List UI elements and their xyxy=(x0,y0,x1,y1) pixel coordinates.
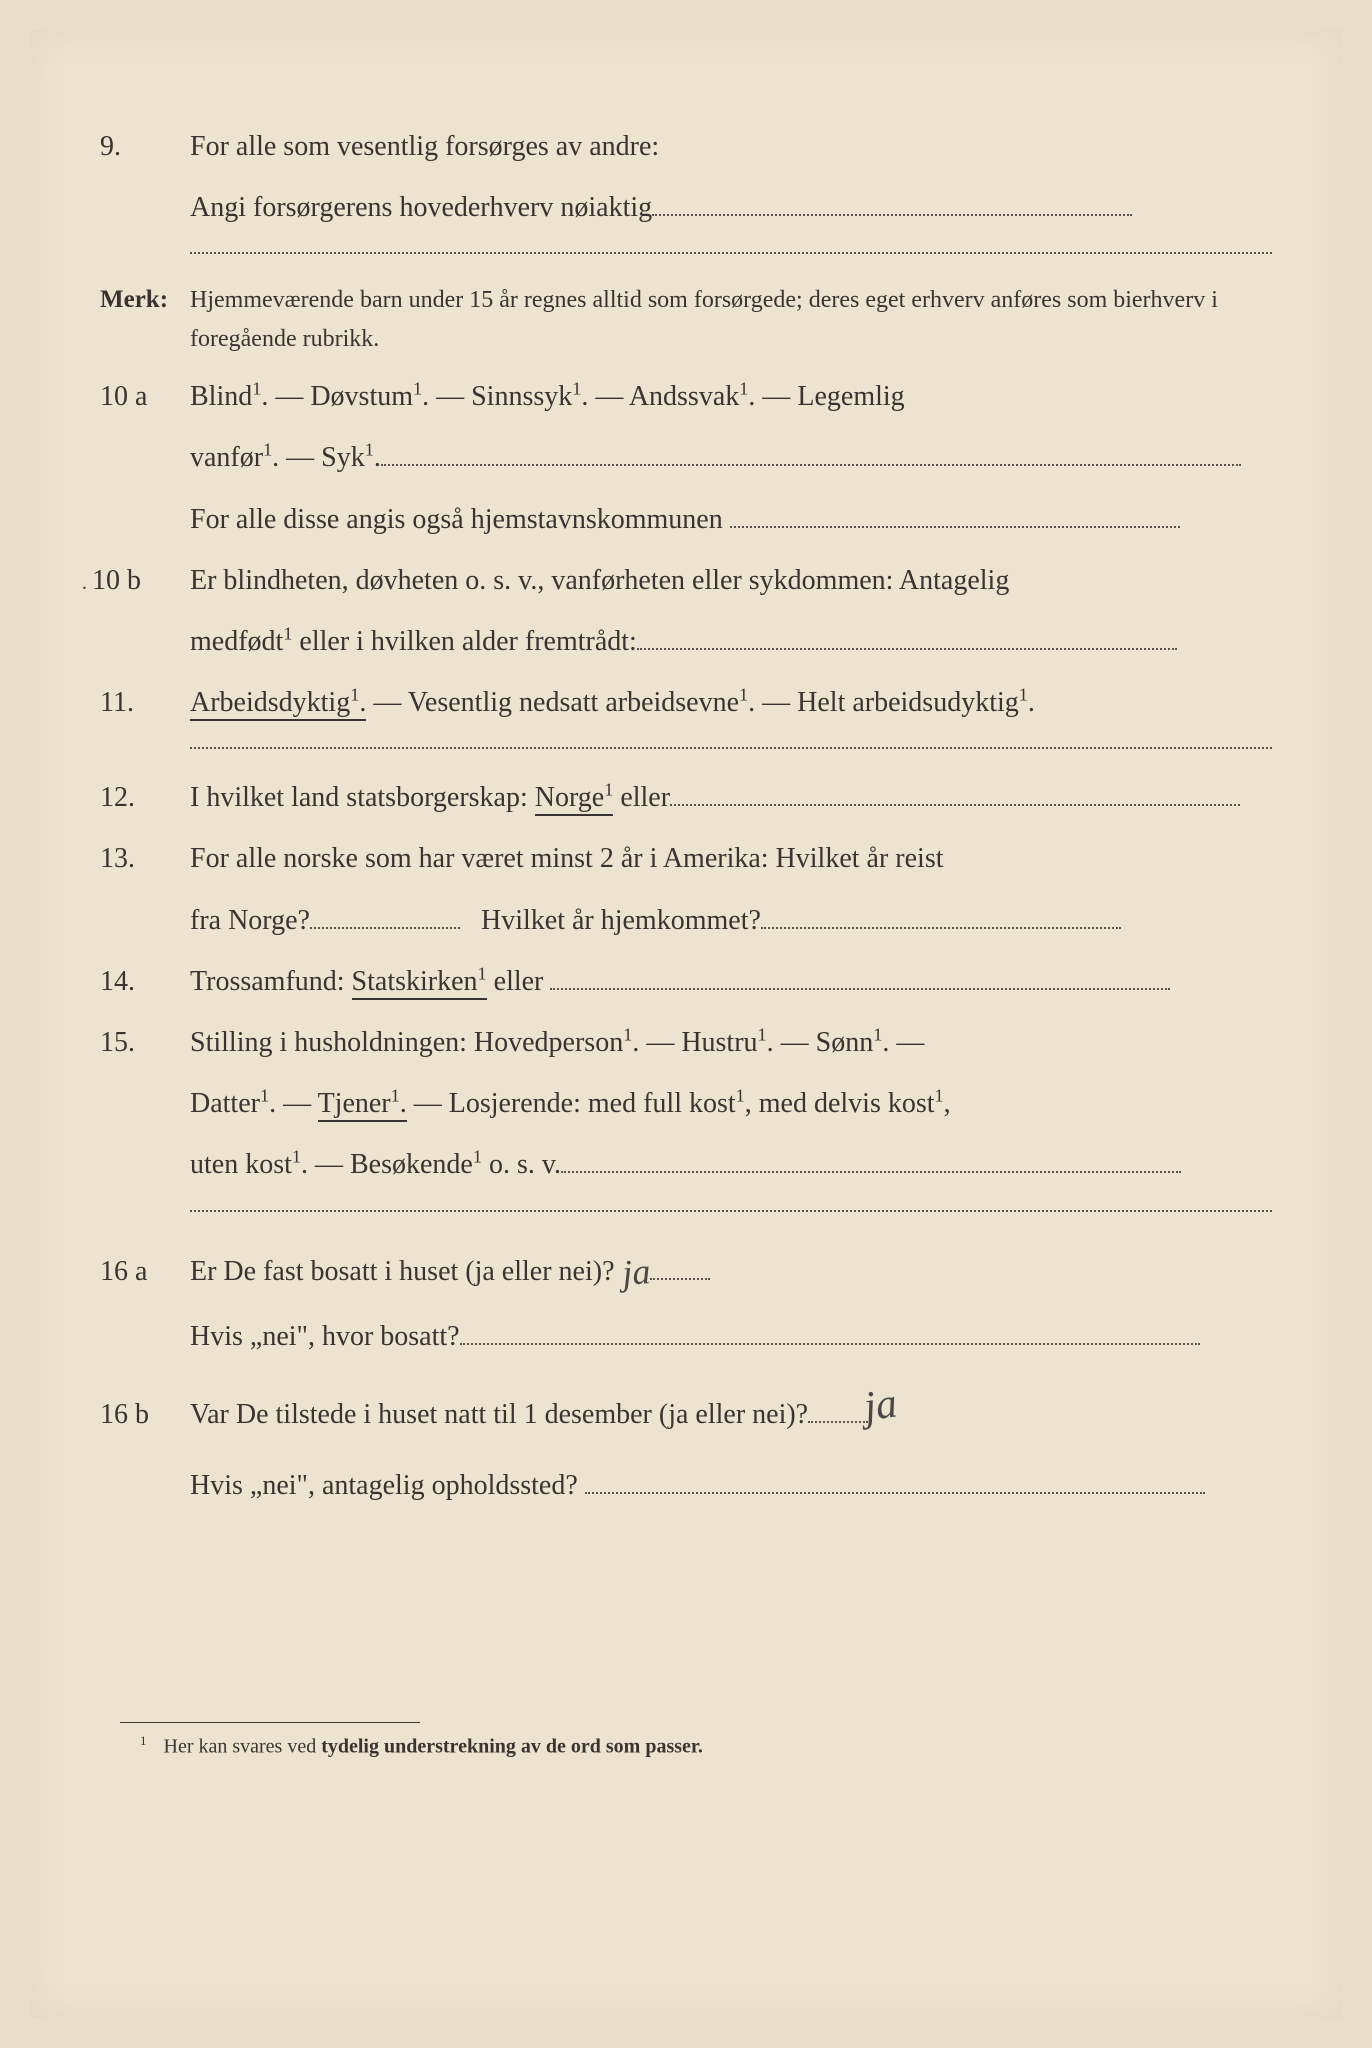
fill-line xyxy=(460,1320,1200,1345)
fill-line xyxy=(585,1469,1205,1494)
question-text: eller xyxy=(613,782,670,813)
question-13: 13. For alle norske som har været minst … xyxy=(100,832,1272,885)
question-16b-line2: Hvis „nei", antagelig opholdssted? xyxy=(100,1459,1272,1512)
underlined-text: Tjener1. xyxy=(318,1088,407,1122)
question-number: 12. xyxy=(100,771,190,824)
question-number: 13. xyxy=(100,832,190,885)
rule-line xyxy=(190,252,1272,254)
question-text: Hvis „nei", antagelig opholdssted? xyxy=(190,1470,578,1501)
document-page: 9. For alle som vesentlig forsørges av a… xyxy=(30,30,1342,2018)
question-number: 9. xyxy=(100,120,190,173)
question-text: Trossamfund: xyxy=(190,966,352,997)
fill-line xyxy=(637,625,1177,650)
merk-label: Merk: xyxy=(100,276,190,324)
question-12: 12. I hvilket land statsborgerskap: Norg… xyxy=(100,771,1272,824)
question-text: Var De tilstede i huset natt til 1 desem… xyxy=(190,1399,808,1430)
question-number: . 10 b xyxy=(82,554,190,607)
footnote: 1 Her kan svares ved tydelig understrekn… xyxy=(140,1733,1272,1759)
question-15-line3: uten kost1. — Besøkende1 o. s. v. xyxy=(100,1138,1272,1191)
question-16b: 16 b Var De tilstede i huset natt til 1 … xyxy=(100,1371,1272,1451)
footnote-marker: 1 xyxy=(140,1733,147,1748)
question-10a-line3: For alle disse angis også hjemstavnskomm… xyxy=(100,493,1272,546)
footnote-rule xyxy=(120,1722,420,1723)
fill-line xyxy=(808,1398,868,1423)
question-text: medfødt1 eller i hvilken alder fremtrådt… xyxy=(190,626,637,657)
question-11: 11. Arbeidsdyktig1. — Vesentlig nedsatt … xyxy=(100,676,1272,729)
underlined-text: Arbeidsdyktig1. xyxy=(190,687,366,721)
question-text: — Vesentlig nedsatt arbeidsevne1. — Helt… xyxy=(366,687,1035,718)
question-9-line2: Angi forsørgerens hovederhverv nøiaktig xyxy=(100,181,1272,234)
rule-line xyxy=(190,747,1272,749)
fill-line xyxy=(561,1148,1181,1173)
question-number: 16 a xyxy=(100,1245,190,1298)
handwritten-answer: ja xyxy=(619,1237,652,1307)
question-number: 11. xyxy=(100,676,190,729)
question-15-line2: Datter1. — Tjener1. — Losjerende: med fu… xyxy=(100,1077,1272,1130)
handwritten-answer: ja xyxy=(859,1365,902,1449)
fill-line xyxy=(381,441,1241,466)
fill-line xyxy=(670,781,1240,806)
question-text: Er De fast bosatt i huset (ja eller nei)… xyxy=(190,1256,615,1287)
question-10b: . 10 b Er blindheten, døvheten o. s. v.,… xyxy=(100,554,1272,607)
question-text: vanfør1. — Syk1. xyxy=(190,442,381,473)
question-text: eller xyxy=(487,966,544,997)
question-10b-line2: medfødt1 eller i hvilken alder fremtrådt… xyxy=(100,615,1272,668)
underlined-text: Norge1 xyxy=(535,782,614,816)
question-number: 14. xyxy=(100,955,190,1008)
merk-note: Merk: Hjemmeværende barn under 15 år reg… xyxy=(100,276,1272,358)
question-14: 14. Trossamfund: Statskirken1 eller xyxy=(100,955,1272,1008)
footnote-bold: tydelig understrekning av de ord som pas… xyxy=(321,1736,703,1758)
merk-text: Hjemmeværende barn under 15 år regnes al… xyxy=(190,281,1272,358)
question-text: For alle som vesentlig forsørges av andr… xyxy=(190,120,1272,173)
question-number: 16 b xyxy=(100,1388,190,1441)
question-10a-line2: vanfør1. — Syk1. xyxy=(100,431,1272,484)
question-text: fra Norge? xyxy=(190,905,310,936)
underlined-text: Statskirken1 xyxy=(352,966,487,1000)
fill-line xyxy=(730,502,1180,527)
question-10a: 10 a Blind1. — Døvstum1. — Sinnssyk1. — … xyxy=(100,370,1272,423)
fill-line xyxy=(310,903,460,928)
fill-line xyxy=(652,191,1132,216)
question-number: 15. xyxy=(100,1016,190,1069)
question-9: 9. For alle som vesentlig forsørges av a… xyxy=(100,120,1272,173)
question-number: 10 a xyxy=(100,370,190,423)
question-15: 15. Stilling i husholdningen: Hovedperso… xyxy=(100,1016,1272,1069)
question-text: Angi forsørgerens hovederhverv nøiaktig xyxy=(190,192,652,223)
question-text: uten kost1. — Besøkende1 o. s. v. xyxy=(190,1149,561,1180)
question-text: Er blindheten, døvheten o. s. v., vanfør… xyxy=(190,554,1272,607)
question-text: Blind1. — Døvstum1. — Sinnssyk1. — Andss… xyxy=(190,370,1272,423)
question-16a-line2: Hvis „nei", hvor bosatt? xyxy=(100,1310,1272,1363)
footnote-text: Her kan svares ved xyxy=(164,1736,322,1758)
question-16a: 16 a Er De fast bosatt i huset (ja eller… xyxy=(100,1234,1272,1302)
question-text: For alle disse angis også hjemstavnskomm… xyxy=(190,504,723,535)
question-text: Hvilket år hjemkommet? xyxy=(481,905,761,936)
fill-line xyxy=(550,965,1170,990)
rule-line xyxy=(190,1210,1272,1212)
question-text: I hvilket land statsborgerskap: xyxy=(190,782,535,813)
question-13-line2: fra Norge? Hvilket år hjemkommet? xyxy=(100,894,1272,947)
question-text: For alle norske som har været minst 2 år… xyxy=(190,832,1272,885)
question-text: Hvis „nei", hvor bosatt? xyxy=(190,1321,460,1352)
fill-line xyxy=(761,903,1121,928)
fill-line xyxy=(650,1254,710,1279)
question-text: Datter1. — xyxy=(190,1088,318,1119)
question-text: — Losjerende: med full kost1, med delvis… xyxy=(407,1088,951,1119)
question-text: Stilling i husholdningen: Hovedperson1. … xyxy=(190,1016,1272,1069)
